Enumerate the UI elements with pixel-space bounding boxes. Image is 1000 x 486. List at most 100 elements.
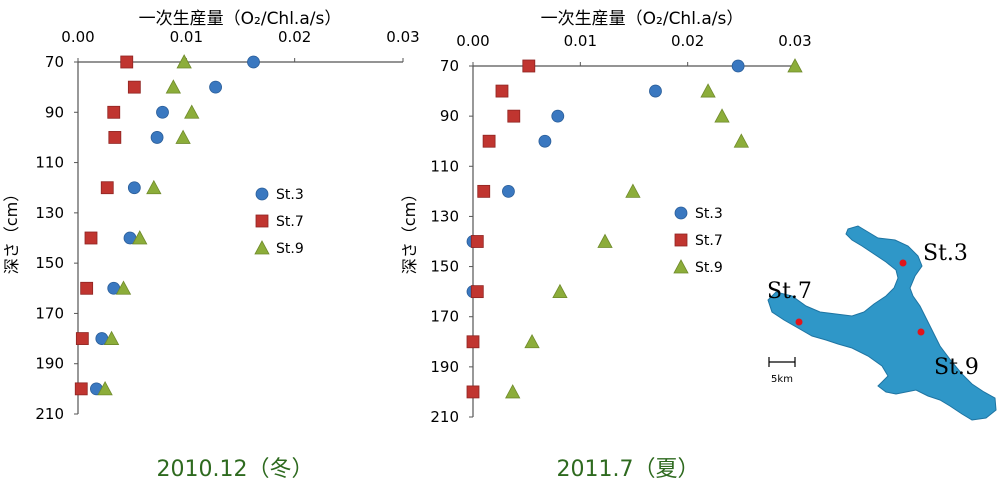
- chart-summer-legend-label-st7: St.7: [695, 233, 723, 249]
- chart-winter: 一次生産量（O₂/Chl.a/s） 深さ（cm） 2010.12（冬） 0.00…: [2, 9, 420, 482]
- chart-summer-legend-marker-st7: [674, 233, 688, 247]
- chart-summer-y-tick-label: 210: [430, 408, 459, 426]
- chart-summer-y-tick-label: 170: [430, 308, 459, 326]
- chart-winter-point-st7: [108, 131, 122, 144]
- map-label-st7: St.7: [767, 279, 812, 304]
- chart-winter-y-tick-label: 210: [35, 405, 64, 423]
- chart-winter-legend-label-st9: St.9: [276, 241, 304, 257]
- chart-summer-point-st9: [625, 183, 641, 198]
- chart-summer-point-st7: [470, 235, 484, 248]
- chart-winter-point-st9: [115, 280, 132, 295]
- chart-winter-point-st7: [80, 281, 94, 295]
- chart-summer-point-st7: [470, 285, 484, 299]
- station-st3-marker: [899, 259, 907, 267]
- chart-winter-point-st9: [184, 104, 200, 119]
- chart-winter-point-st9: [103, 330, 120, 345]
- chart-winter-x-tick-label: 0.03: [386, 28, 419, 46]
- chart-winter-y-tick-label: 150: [35, 254, 64, 272]
- chart-winter-point-st3: [150, 131, 164, 144]
- chart-summer-point-st9: [714, 108, 730, 123]
- chart-summer-y-title: 深さ（cm）: [400, 186, 419, 274]
- chart-winter-y-tick-label: 90: [45, 103, 64, 121]
- chart-winter-point-st3: [127, 181, 141, 195]
- chart-winter-y-tick-label: 190: [35, 355, 64, 373]
- chart-summer-y-tick-label: 90: [440, 107, 459, 125]
- chart-winter-period-label: 2010.12（冬）: [157, 457, 314, 482]
- chart-summer-point-st3: [502, 184, 515, 198]
- chart-summer-point-st7: [482, 134, 496, 148]
- chart-winter-point-st7: [100, 181, 114, 195]
- chart-winter-y-tick-label: 70: [45, 53, 64, 71]
- chart-summer-period-label: 2011.7（夏）: [557, 457, 700, 482]
- chart-winter-x-tick-label: 0.01: [170, 28, 203, 46]
- chart-winter-point-st9: [97, 381, 113, 396]
- chart-summer-point-st9: [787, 58, 803, 73]
- map-label-st9: St.9: [934, 355, 979, 380]
- chart-summer-point-st9: [552, 283, 568, 299]
- chart-summer-y-tick-label: 130: [430, 207, 459, 225]
- chart-summer-y-tick-label: 150: [430, 258, 459, 276]
- scale-bar: 5km: [768, 357, 796, 385]
- chart-winter-point-st7: [107, 105, 121, 119]
- chart-summer-point-st3: [731, 59, 745, 73]
- chart-summer-x-tick-label: 0.03: [778, 32, 811, 50]
- chart-winter-point-st9: [146, 179, 162, 195]
- chart-winter-point-st9: [132, 230, 148, 245]
- chart-winter-point-st7: [84, 231, 98, 245]
- chart-winter-legend-marker-st9: [254, 240, 270, 255]
- chart-summer-legend-marker-st3: [674, 206, 688, 220]
- chart-summer: 一次生産量（O₂/Chl.a/s） 深さ（cm） 2011.7（夏） 0.00 0…: [400, 9, 812, 482]
- chart-winter-point-st3: [209, 80, 222, 94]
- chart-summer-point-st9: [700, 83, 716, 98]
- chart-winter-legend-label-st7: St.7: [276, 214, 304, 230]
- chart-summer-point-st9: [597, 233, 613, 248]
- chart-winter-x-tick-label: 0.02: [278, 28, 311, 46]
- scale-bar-label: 5km: [771, 374, 793, 385]
- chart-winter-point-st7: [74, 382, 88, 396]
- chart-winter-legend-marker-st3: [255, 187, 269, 201]
- chart-winter-point-st3: [247, 55, 260, 69]
- map-label-st3: St.3: [923, 241, 968, 266]
- chart-summer-point-st7: [522, 59, 536, 73]
- chart-summer-y-tick-label: 110: [430, 157, 459, 175]
- chart-winter-y-tick-label: 130: [35, 204, 64, 222]
- chart-summer-y-tick-label: 190: [430, 358, 459, 376]
- chart-summer-point-st7: [477, 184, 491, 198]
- chart-winter-point-st9: [165, 79, 182, 94]
- chart-winter-point-st7: [75, 332, 89, 345]
- chart-summer-point-st9: [524, 333, 540, 349]
- chart-summer-y-tick-label: 70: [440, 57, 459, 75]
- station-st7-marker: [795, 318, 803, 326]
- chart-summer-point-st9: [733, 133, 750, 148]
- chart-summer-x-tick-label: 0.01: [564, 32, 597, 50]
- chart-summer-point-st3: [538, 134, 552, 148]
- chart-winter-point-st9: [176, 54, 192, 69]
- chart-summer-x-tick-label: 0.02: [671, 32, 704, 50]
- chart-summer-legend-marker-st9: [673, 259, 689, 274]
- chart-winter-point-st7: [120, 55, 134, 69]
- chart-winter-legend-label-st3: St.3: [276, 187, 304, 203]
- chart-winter-x-tick-label: 0.00: [61, 28, 94, 46]
- chart-winter-y-tick-label: 110: [35, 154, 64, 172]
- chart-winter-point-st7: [127, 80, 141, 94]
- chart-summer-point-st7: [507, 109, 521, 123]
- chart-winter-y-tick-label: 170: [35, 304, 64, 322]
- chart-winter-x-title: 一次生産量（O₂/Chl.a/s）: [139, 9, 342, 29]
- chart-summer-point-st3: [551, 109, 565, 123]
- chart-summer-x-tick-label: 0.00: [456, 32, 489, 50]
- chart-summer-point-st3: [649, 84, 662, 98]
- chart-winter-y-title: 深さ（cm）: [2, 186, 21, 274]
- lake-map: St.3 St.7 St.9 5km: [767, 225, 997, 421]
- chart-winter-point-st3: [156, 105, 169, 119]
- chart-summer-x-title: 一次生産量（O₂/Chl.a/s）: [541, 9, 744, 29]
- chart-summer-point-st9: [505, 384, 521, 399]
- chart-summer-legend-label-st9: St.9: [695, 260, 723, 276]
- chart-summer-point-st7: [466, 385, 480, 399]
- lake-shape: [767, 225, 997, 421]
- station-st9-marker: [917, 328, 925, 336]
- chart-winter-point-st9: [175, 129, 191, 144]
- chart-summer-legend-label-st3: St.3: [695, 206, 723, 222]
- chart-summer-point-st7: [495, 84, 509, 98]
- chart-summer-point-st7: [466, 335, 480, 349]
